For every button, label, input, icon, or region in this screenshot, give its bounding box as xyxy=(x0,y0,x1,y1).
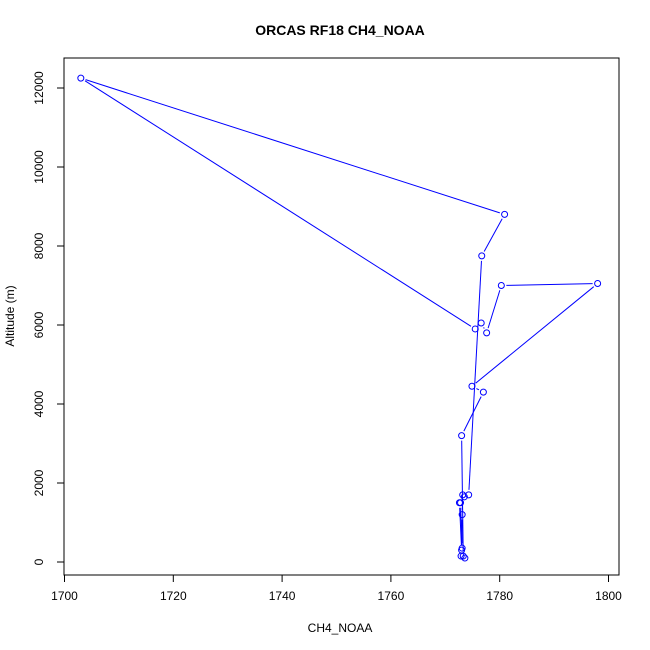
series-segment xyxy=(487,290,501,329)
data-point xyxy=(468,382,476,390)
series-segment xyxy=(459,507,462,546)
series-segment xyxy=(85,79,500,214)
x-tick-label: 1720 xyxy=(160,589,187,603)
y-axis-label: Altitude (m) xyxy=(3,285,17,346)
x-tick-label: 1700 xyxy=(51,589,78,603)
y-tick-label: 12000 xyxy=(32,71,46,105)
series-segment xyxy=(84,80,472,327)
series-segment xyxy=(461,440,464,552)
x-tick-label: 1740 xyxy=(269,589,296,603)
data-point xyxy=(455,499,463,507)
x-tick-label: 1780 xyxy=(486,589,513,603)
series-segment xyxy=(476,388,480,391)
y-tick-label: 0 xyxy=(32,558,46,565)
series-segment xyxy=(463,396,482,432)
data-point xyxy=(459,552,467,560)
data-point xyxy=(77,74,85,82)
data-point xyxy=(594,280,602,288)
series-segment xyxy=(483,327,485,329)
series-segment xyxy=(483,218,503,252)
y-tick-label: 10000 xyxy=(32,150,46,184)
series-segment xyxy=(506,283,593,286)
y-tick-label: 6000 xyxy=(32,311,46,338)
x-axis: 1700 1720 1740 1760 1780 1800 xyxy=(51,574,622,603)
data-point xyxy=(465,491,473,499)
data-point xyxy=(477,319,485,327)
data-point xyxy=(471,325,479,333)
x-axis-label: CH4_NOAA xyxy=(308,621,373,635)
y-tick-label: 2000 xyxy=(32,469,46,496)
plot-frame xyxy=(63,57,620,576)
series-segment xyxy=(468,260,482,490)
chart-title: ORCAS RF18 CH4_NOAA xyxy=(255,22,425,38)
data-point xyxy=(478,252,486,260)
data-point xyxy=(501,210,509,218)
data-point xyxy=(461,554,469,562)
series-segment xyxy=(475,286,595,384)
data-point xyxy=(497,282,505,289)
x-tick-label: 1800 xyxy=(595,589,622,603)
data-point xyxy=(479,388,487,396)
y-tick-label: 8000 xyxy=(32,232,46,259)
data-point xyxy=(458,432,466,440)
data-point xyxy=(458,511,466,519)
data-point xyxy=(460,493,468,501)
series-layer xyxy=(77,74,602,562)
y-axis: 0 2000 4000 6000 8000 10000 12000 xyxy=(32,71,65,565)
data-point xyxy=(483,329,491,337)
y-tick-label: 4000 xyxy=(32,390,46,417)
x-tick-label: 1760 xyxy=(378,589,405,603)
